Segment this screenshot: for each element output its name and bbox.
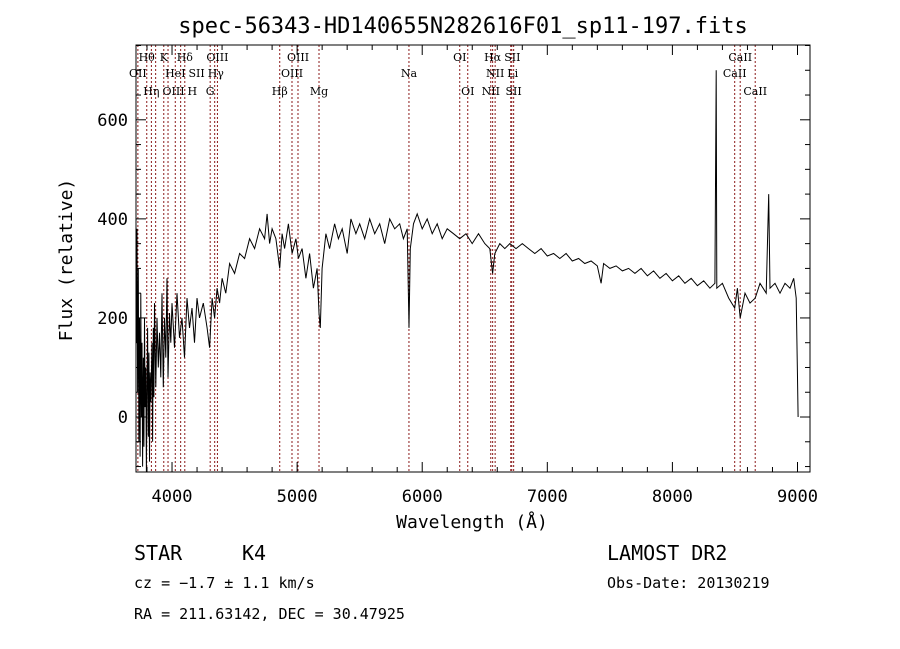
spectral-class: STAR	[134, 541, 183, 565]
line-label: OIII	[281, 67, 303, 80]
line-label: Na	[401, 67, 418, 80]
line-label: HeI	[165, 67, 185, 80]
survey-name: LAMOST DR2	[607, 541, 727, 565]
line-label: G	[206, 85, 215, 98]
line-label: OI	[461, 85, 474, 98]
y-tick-label: 600	[97, 111, 128, 131]
line-label: OI	[453, 51, 466, 64]
line-label: OIII	[163, 85, 185, 98]
coordinates: RA = 211.63142, DEC = 30.47925	[134, 605, 405, 623]
line-label: CaII	[728, 51, 752, 64]
line-label: Hα	[484, 51, 502, 64]
line-label: CaII	[723, 67, 747, 80]
line-label: NII	[482, 85, 500, 98]
tick-labels: 4000 5000 6000 7000 8000 9000 0 200 400 600	[97, 111, 818, 507]
line-label: K	[160, 51, 169, 64]
line-label: SII	[189, 67, 205, 80]
line-label: Hβ	[272, 85, 288, 98]
line-label: Li	[507, 67, 518, 80]
line-label: Hθ	[139, 51, 156, 64]
x-axis-label: Wavelength (Å)	[396, 511, 548, 533]
x-tick-label: 6000	[402, 487, 443, 507]
spectral-subclass: K4	[242, 541, 266, 565]
spectrum-line	[135, 70, 799, 472]
x-tick-label: 8000	[652, 487, 693, 507]
line-label: Hδ	[177, 51, 194, 64]
line-markers	[137, 45, 756, 472]
line-label: OIII	[206, 51, 228, 64]
x-tick-label: 9000	[777, 487, 818, 507]
x-tick-label: 5000	[277, 487, 318, 507]
line-label: OIII	[287, 51, 309, 64]
line-label: SII	[506, 85, 522, 98]
line-label: Mg	[310, 85, 328, 98]
line-label: Hγ	[208, 67, 225, 80]
chart-title: spec-56343-HD140655N282616F01_sp11-197.f…	[178, 14, 748, 39]
y-tick-label: 200	[97, 309, 128, 329]
line-label: OII	[129, 67, 147, 80]
obs-date: Obs-Date: 20130219	[607, 574, 770, 592]
line-label: SII	[504, 51, 520, 64]
y-tick-label: 0	[118, 408, 128, 428]
axis-ticks	[136, 44, 810, 472]
y-tick-label: 400	[97, 210, 128, 230]
line-label: Hη	[143, 85, 159, 98]
x-tick-label: 7000	[527, 487, 568, 507]
line-label: H	[188, 85, 198, 98]
redshift-cz: cz = −1.7 ± 1.1 km/s	[134, 574, 315, 592]
y-axis-label: Flux (relative)	[56, 179, 77, 342]
x-tick-label: 4000	[152, 487, 193, 507]
line-label: CaII	[743, 85, 767, 98]
plot-frame	[135, 44, 811, 473]
line-label: NII	[486, 67, 504, 80]
